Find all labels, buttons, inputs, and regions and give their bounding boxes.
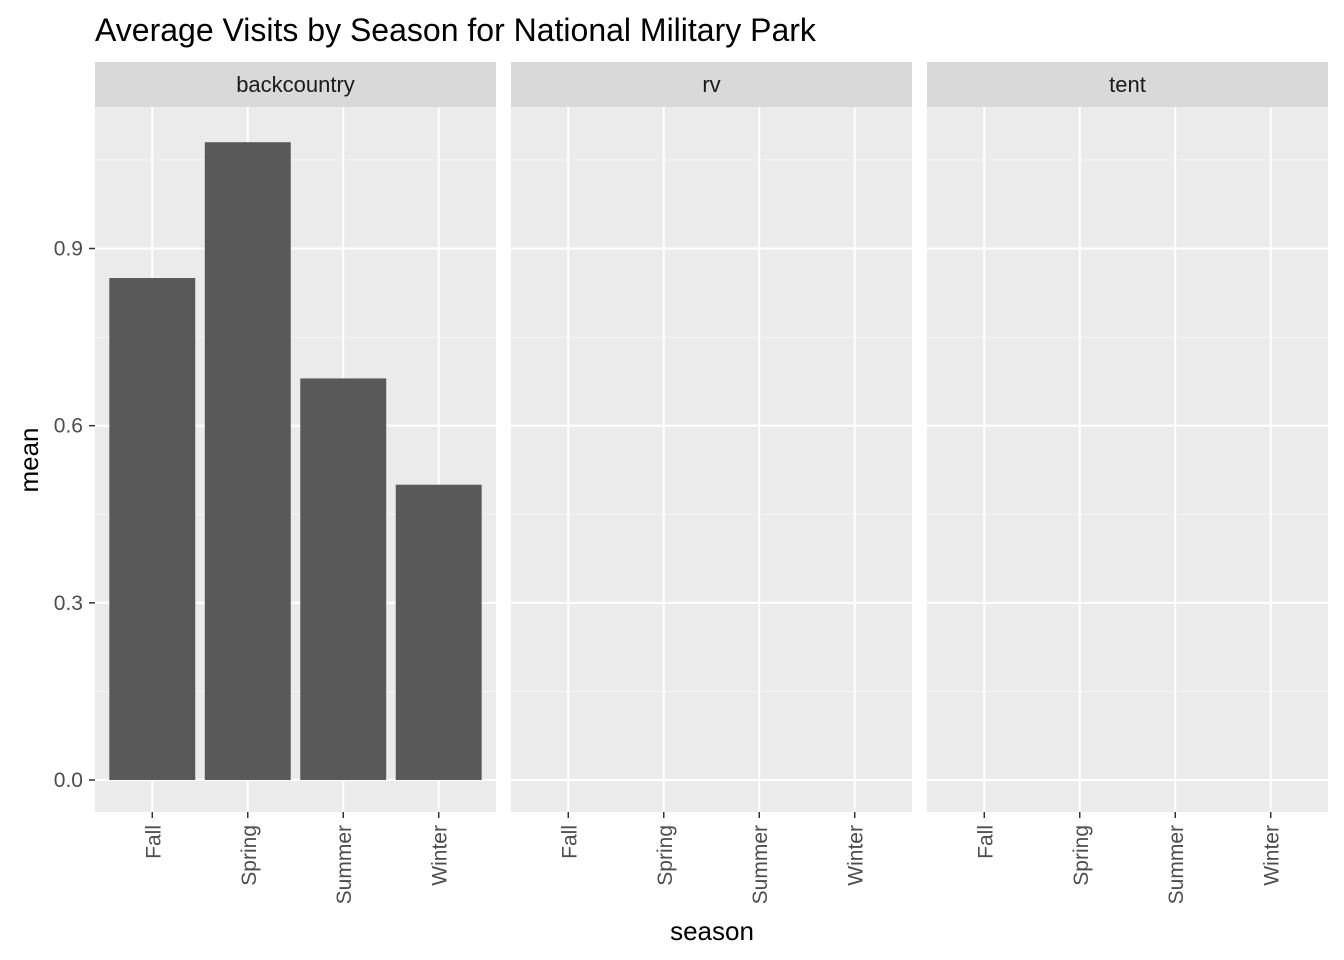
y-tick-label: 0.0	[54, 769, 83, 792]
facet-strip-label: rv	[702, 72, 720, 97]
y-tick-label: 0.9	[54, 238, 83, 261]
x-tick-label: Fall	[974, 825, 997, 859]
facet-panel-backcountry: backcountry Fall Spring Summer Winter	[95, 62, 496, 904]
bar-backcountry-winter	[395, 484, 482, 780]
x-tick-label: Summer	[333, 825, 356, 904]
x-tick-label: Spring	[1070, 825, 1093, 886]
facet-strip	[511, 62, 912, 107]
facet-panel-rv: rv Fall Spring Summer Winter	[511, 62, 912, 904]
y-axis: 0.0 0.3 0.6 0.9	[54, 238, 95, 792]
panel-background	[927, 107, 1328, 812]
y-tick-label: 0.3	[54, 592, 83, 615]
y-axis-title: mean	[14, 427, 44, 492]
x-tick-label: Fall	[558, 825, 581, 859]
x-tick-label: Winter	[429, 825, 452, 886]
x-tick-label: Fall	[142, 825, 165, 859]
bar-backcountry-spring	[204, 142, 291, 780]
x-axis-title: season	[670, 916, 754, 946]
chart-title: Average Visits by Season for National Mi…	[95, 12, 817, 48]
x-tick-label: Winter	[1261, 825, 1284, 886]
facet-strip	[927, 62, 1328, 107]
facet-panels: backcountry Fall Spring Summer Winter rv Fall S…	[95, 62, 1328, 904]
bar-backcountry-summer	[300, 378, 387, 780]
panel-background	[511, 107, 912, 812]
bar-backcountry-fall	[109, 278, 196, 780]
facet-strip-label: backcountry	[236, 72, 355, 97]
facet-strip	[95, 62, 496, 107]
x-tick-label: Summer	[749, 825, 772, 904]
y-tick-label: 0.6	[54, 415, 83, 438]
x-tick-label: Winter	[845, 825, 868, 886]
x-tick-label: Spring	[654, 825, 677, 886]
facet-strip-label: tent	[1109, 72, 1146, 97]
x-tick-label: Spring	[238, 825, 261, 886]
x-tick-label: Summer	[1165, 825, 1188, 904]
facet-panel-tent: tent Fall Spring Summer Winter	[927, 62, 1328, 904]
